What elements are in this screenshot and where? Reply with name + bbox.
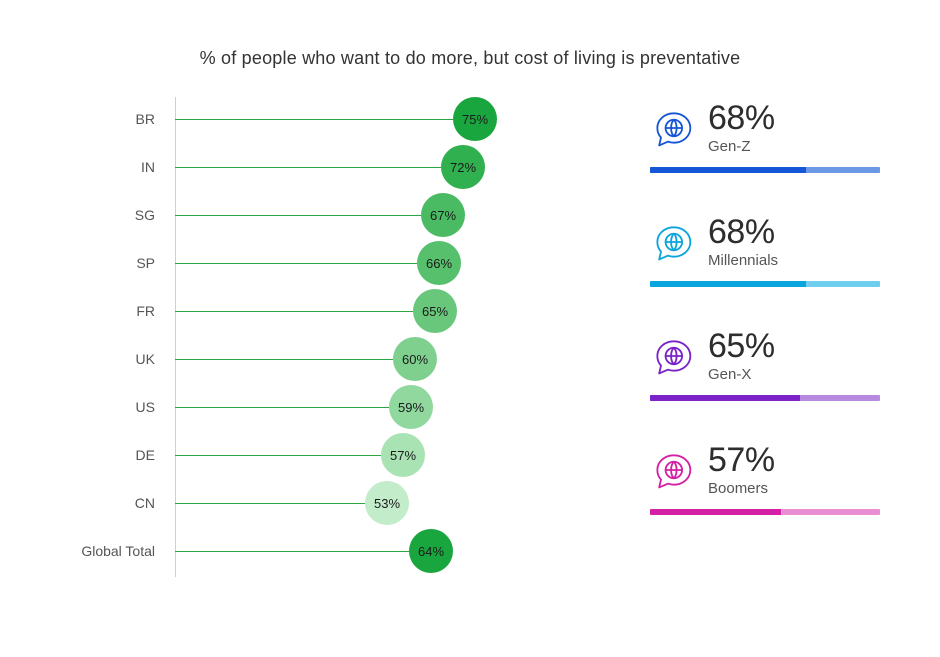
row-label: UK bbox=[80, 351, 165, 367]
row-label: BR bbox=[80, 111, 165, 127]
row-stick bbox=[175, 407, 389, 408]
row-circle: 57% bbox=[381, 433, 425, 477]
speech-globe-icon bbox=[650, 106, 694, 150]
row-label: IN bbox=[80, 159, 165, 175]
generation-bar bbox=[650, 395, 880, 401]
generation-bar bbox=[650, 281, 880, 287]
content-wrap: BR 75% IN 72% SG 67% SP 66% FR 65% UK 60% US 59% DE 57%… bbox=[0, 97, 940, 597]
row-circle: 60% bbox=[393, 337, 437, 381]
row-stick bbox=[175, 551, 409, 552]
row-stick bbox=[175, 167, 441, 168]
lollipop-row: SP 66% bbox=[80, 241, 590, 285]
generation-bar bbox=[650, 509, 880, 515]
generation-bar bbox=[650, 167, 880, 173]
lollipop-row: FR 65% bbox=[80, 289, 590, 333]
row-stick bbox=[175, 455, 381, 456]
row-circle: 59% bbox=[389, 385, 433, 429]
row-stick bbox=[175, 359, 393, 360]
generation-text: 68% Millennials bbox=[708, 215, 778, 269]
generation-label: Boomers bbox=[708, 480, 775, 497]
generation-bar-fill bbox=[650, 281, 806, 287]
row-stick bbox=[175, 215, 421, 216]
row-stick bbox=[175, 263, 417, 264]
generation-item: 68% Millennials bbox=[650, 215, 880, 287]
lollipop-row: DE 57% bbox=[80, 433, 590, 477]
row-stick bbox=[175, 119, 453, 120]
lollipop-row: BR 75% bbox=[80, 97, 590, 141]
generation-text: 65% Gen-X bbox=[708, 329, 775, 383]
lollipop-row: SG 67% bbox=[80, 193, 590, 237]
lollipop-row: CN 53% bbox=[80, 481, 590, 525]
speech-globe-icon bbox=[650, 448, 694, 492]
row-circle: 72% bbox=[441, 145, 485, 189]
row-label: US bbox=[80, 399, 165, 415]
generation-label: Millennials bbox=[708, 252, 778, 269]
generation-bar-fill bbox=[650, 509, 781, 515]
generation-panel: 68% Gen-Z 68% Millennials 65% Gen-X 57% Boom… bbox=[590, 97, 880, 597]
generation-value: 65% bbox=[708, 329, 775, 363]
generation-text: 57% Boomers bbox=[708, 443, 775, 497]
generation-label: Gen-X bbox=[708, 366, 775, 383]
generation-top: 57% Boomers bbox=[650, 443, 880, 497]
generation-top: 68% Millennials bbox=[650, 215, 880, 269]
generation-item: 65% Gen-X bbox=[650, 329, 880, 401]
generation-item: 68% Gen-Z bbox=[650, 101, 880, 173]
row-circle: 67% bbox=[421, 193, 465, 237]
lollipop-chart: BR 75% IN 72% SG 67% SP 66% FR 65% UK 60% US 59% DE 57%… bbox=[80, 97, 590, 597]
speech-globe-icon bbox=[650, 334, 694, 378]
generation-bar-fill bbox=[650, 167, 806, 173]
row-label: Global Total bbox=[80, 543, 165, 559]
lollipop-row: IN 72% bbox=[80, 145, 590, 189]
row-circle: 66% bbox=[417, 241, 461, 285]
row-label: FR bbox=[80, 303, 165, 319]
generation-value: 68% bbox=[708, 101, 775, 135]
generation-bar-fill bbox=[650, 395, 800, 401]
row-label: DE bbox=[80, 447, 165, 463]
chart-title: % of people who want to do more, but cos… bbox=[0, 0, 940, 97]
generation-value: 68% bbox=[708, 215, 778, 249]
row-stick bbox=[175, 503, 365, 504]
row-label: CN bbox=[80, 495, 165, 511]
generation-label: Gen-Z bbox=[708, 138, 775, 155]
row-stick bbox=[175, 311, 413, 312]
row-circle: 64% bbox=[409, 529, 453, 573]
row-circle: 75% bbox=[453, 97, 497, 141]
speech-globe-icon bbox=[650, 220, 694, 264]
generation-top: 65% Gen-X bbox=[650, 329, 880, 383]
generation-value: 57% bbox=[708, 443, 775, 477]
row-label: SP bbox=[80, 255, 165, 271]
generation-top: 68% Gen-Z bbox=[650, 101, 880, 155]
generation-item: 57% Boomers bbox=[650, 443, 880, 515]
row-circle: 53% bbox=[365, 481, 409, 525]
row-circle: 65% bbox=[413, 289, 457, 333]
row-label: SG bbox=[80, 207, 165, 223]
generation-text: 68% Gen-Z bbox=[708, 101, 775, 155]
lollipop-row: US 59% bbox=[80, 385, 590, 429]
lollipop-row: UK 60% bbox=[80, 337, 590, 381]
lollipop-row: Global Total 64% bbox=[80, 529, 590, 573]
